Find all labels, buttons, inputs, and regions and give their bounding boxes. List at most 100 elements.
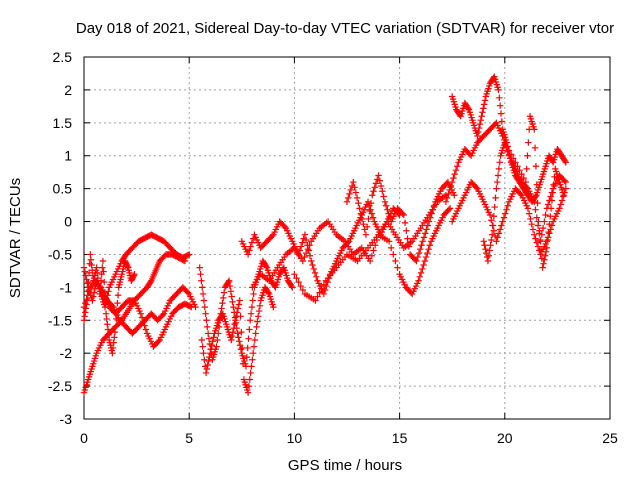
data-point-interp	[365, 215, 372, 223]
data-point	[446, 205, 454, 212]
data-point	[213, 343, 220, 350]
data-point-interp	[524, 152, 531, 159]
data-point	[486, 211, 494, 219]
data-point	[253, 323, 260, 331]
data-point-interp	[507, 151, 515, 158]
data-point	[556, 205, 563, 212]
data-point-interp	[491, 203, 498, 211]
y-tick-label: 0.5	[53, 181, 73, 197]
data-point-interp	[545, 228, 552, 236]
data-point-interp	[200, 349, 207, 357]
data-point-interp	[203, 365, 211, 373]
data-point-interp	[288, 282, 295, 290]
data-point-interp	[202, 310, 209, 317]
data-point-interp	[100, 278, 108, 286]
data-point-interp	[87, 256, 95, 263]
data-point-interp	[538, 231, 546, 238]
data-point-interp	[502, 210, 509, 217]
data-point	[93, 264, 100, 271]
data-point	[236, 297, 243, 304]
data-point-interp	[114, 299, 121, 307]
data-point-interp	[228, 293, 235, 300]
data-point-interp	[252, 330, 259, 337]
data-point	[312, 297, 319, 304]
data-point	[449, 178, 456, 186]
data-point	[364, 198, 372, 205]
data-point-interp	[304, 245, 312, 253]
data-point-interp	[496, 102, 504, 109]
data-point	[474, 132, 481, 140]
x-tick-label: 10	[287, 430, 303, 446]
data-point-interp	[479, 109, 486, 116]
data-point-interp	[184, 289, 192, 296]
data-point-interp	[316, 289, 323, 296]
data-point-interp	[352, 189, 360, 196]
data-point-interp	[390, 251, 397, 258]
data-point-interp	[255, 307, 263, 315]
data-point-interp	[81, 313, 88, 320]
data-point-interp	[558, 197, 566, 204]
data-point	[522, 178, 530, 186]
data-point-interp	[214, 336, 221, 344]
data-point	[562, 185, 570, 192]
data-point-interp	[387, 244, 395, 252]
data-point-interp	[245, 335, 252, 342]
data-point-interp	[313, 273, 320, 281]
data-point-interp	[219, 299, 226, 307]
data-point-interp	[385, 210, 392, 217]
data-point	[320, 290, 328, 298]
data-point-interp	[239, 344, 246, 352]
data-point	[560, 192, 567, 199]
data-point-interp	[488, 236, 495, 244]
y-tick-label: -1.5	[48, 312, 72, 328]
data-point-interp	[201, 356, 208, 363]
data-point	[200, 297, 208, 304]
data-point-interp	[90, 289, 98, 296]
data-point-interp	[83, 301, 90, 308]
data-point-interp	[112, 315, 120, 323]
x-tick-label: 25	[602, 430, 618, 446]
data-point-interp	[203, 317, 210, 324]
data-point	[202, 369, 210, 377]
data-point-interp	[546, 230, 553, 237]
data-point-interp	[526, 210, 533, 217]
data-point	[451, 192, 458, 199]
data-point-interp	[249, 349, 257, 357]
data-point-interp	[472, 184, 480, 191]
data-point	[350, 178, 357, 186]
data-point	[289, 284, 296, 291]
data-point	[543, 244, 551, 252]
data-point-interp	[360, 220, 367, 228]
data-point-interp	[480, 101, 488, 108]
data-point-interp	[557, 201, 564, 208]
data-point	[512, 159, 519, 166]
data-point	[80, 317, 88, 324]
data-point	[137, 310, 145, 317]
data-point-interp	[496, 226, 504, 233]
data-point-interp	[247, 369, 254, 377]
data-point-interp	[237, 313, 244, 320]
data-point-interp	[516, 167, 523, 174]
data-point-interp	[238, 328, 245, 336]
data-point	[499, 132, 506, 140]
data-point	[247, 317, 254, 324]
data-point	[109, 349, 116, 357]
data-point-interp	[417, 245, 424, 253]
data-point-interp	[247, 310, 255, 317]
data-point-interp	[546, 220, 553, 228]
data-point-interp	[490, 227, 498, 234]
data-point	[96, 290, 103, 298]
data-point	[301, 231, 309, 238]
data-point-interp	[97, 277, 105, 284]
data-point	[501, 139, 508, 146]
data-point-interp	[399, 210, 406, 217]
data-point-interp	[428, 210, 435, 217]
data-point-interp	[105, 331, 112, 338]
data-point-interp	[403, 227, 410, 234]
data-point-interp	[103, 315, 110, 323]
data-point-interp	[84, 288, 91, 295]
y-tick-label: -2	[60, 345, 73, 361]
data-point	[531, 231, 538, 238]
data-point	[343, 198, 351, 205]
data-point	[234, 330, 241, 337]
